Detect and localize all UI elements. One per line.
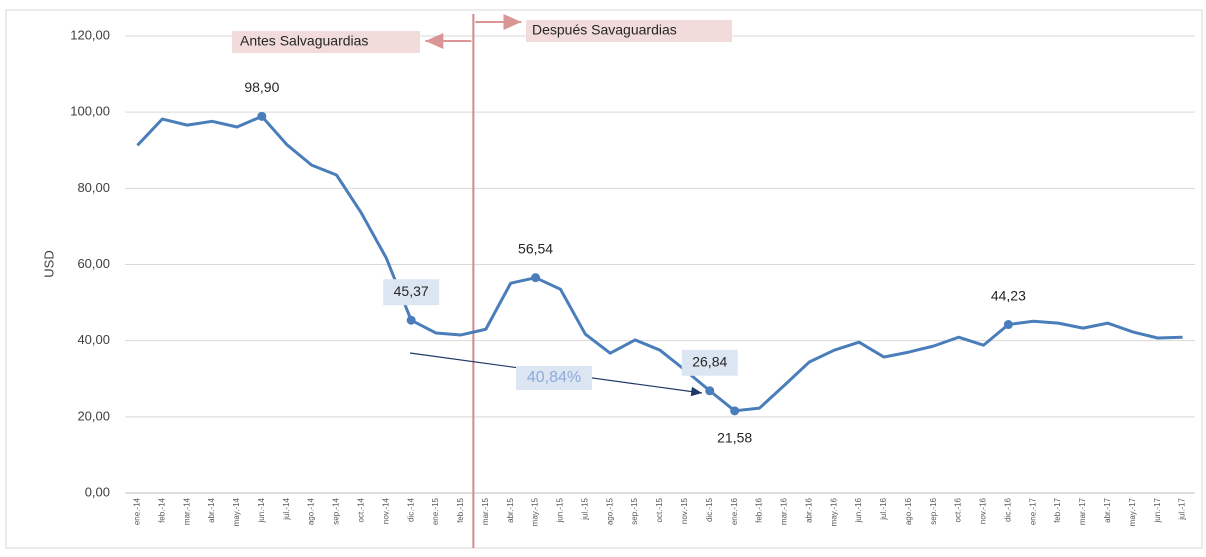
data-point: [730, 406, 740, 416]
x-tick-label: jun.-17: [1153, 497, 1162, 523]
annotation-box: [526, 20, 732, 42]
annotation-box: [232, 31, 420, 53]
x-tick-label: abr.-15: [506, 497, 515, 522]
x-tick-label: may.-14: [232, 497, 241, 526]
change-box: [516, 366, 592, 390]
x-tick-label: oct.-16: [954, 497, 963, 522]
x-tick-label: oct.-15: [655, 497, 664, 522]
annotation: Antes Salvaguardias: [240, 33, 368, 49]
x-tick-label: jun.-15: [556, 497, 565, 523]
x-tick-label: may.-17: [1128, 497, 1137, 526]
x-tick-label: sep.-14: [332, 497, 341, 524]
x-tick-label: sep.-15: [630, 497, 639, 524]
x-tick-label: mar.-15: [481, 497, 490, 525]
y-tick-label: 0,00: [85, 484, 110, 499]
x-tick-label: feb.-15: [456, 497, 465, 522]
x-tick-label: jul.-14: [282, 497, 291, 520]
x-tick-label: abr.-17: [1103, 497, 1112, 522]
data-label: 44,23: [991, 287, 1026, 303]
y-tick-label: 40,00: [77, 332, 110, 347]
x-tick-label: jun.-16: [854, 497, 863, 523]
x-tick-label: dic.-16: [1003, 497, 1012, 522]
data-label-box: [383, 279, 440, 306]
x-tick-label: jun.-14: [257, 497, 266, 523]
x-tick-label: sep.-16: [929, 497, 938, 524]
x-tick-label: feb.-14: [157, 497, 166, 522]
data-label: 45,37: [394, 283, 429, 299]
y-tick-label: 100,00: [70, 104, 110, 119]
data-point: [406, 315, 416, 325]
x-tick-label: dic.-14: [406, 497, 415, 522]
x-tick-label: ene.-17: [1028, 497, 1037, 525]
x-tick-label: mar.-14: [182, 497, 191, 525]
data-point: [1003, 320, 1013, 330]
annotation: Después Savaguardias: [532, 22, 677, 38]
change-label: 40,84%: [527, 369, 581, 386]
x-tick-label: ene.-14: [133, 497, 142, 525]
y-tick-label: 80,00: [77, 180, 110, 195]
x-tick-label: feb.-16: [755, 497, 764, 522]
x-tick-label: mar.-16: [780, 497, 789, 525]
x-tick-label: jul.-17: [1178, 497, 1187, 520]
data-point: [705, 386, 715, 396]
x-tick-label: jul.-15: [580, 497, 589, 520]
x-tick-label: nov.-15: [680, 497, 689, 524]
data-point: [531, 273, 541, 283]
y-tick-label: 60,00: [77, 256, 110, 271]
x-tick-label: may.-15: [531, 497, 540, 526]
x-tick-label: may.-16: [829, 497, 838, 526]
x-tick-label: nov.-14: [381, 497, 390, 524]
x-tick-label: ago.-14: [307, 497, 316, 525]
data-label: 56,54: [518, 240, 553, 256]
x-tick-label: nov.-16: [979, 497, 988, 524]
x-tick-label: mar.-17: [1078, 497, 1087, 525]
data-label: 98,90: [244, 79, 279, 95]
x-tick-label: ago.-16: [904, 497, 913, 525]
series-line: [136, 114, 1183, 413]
x-tick-label: ene.-15: [431, 497, 440, 525]
y-tick-label: 120,00: [70, 27, 110, 42]
y-tick-label: 20,00: [77, 408, 110, 423]
x-tick-label: abr.-16: [804, 497, 813, 522]
x-tick-label: feb.-17: [1053, 497, 1062, 522]
x-tick-label: oct.-14: [357, 497, 366, 522]
data-label: 26,84: [692, 353, 727, 369]
x-tick-label: ene.-16: [730, 497, 739, 525]
data-point: [257, 111, 267, 121]
y-axis-label: USD: [41, 250, 56, 277]
x-tick-label: abr.-14: [207, 497, 216, 522]
x-tick-label: dic.-15: [705, 497, 714, 522]
x-tick-label: ago.-15: [605, 497, 614, 525]
x-tick-label: jul.-16: [879, 497, 888, 520]
data-label: 21,58: [717, 430, 752, 446]
chart-border: [5, 9, 1203, 549]
data-label-box: [681, 349, 738, 376]
